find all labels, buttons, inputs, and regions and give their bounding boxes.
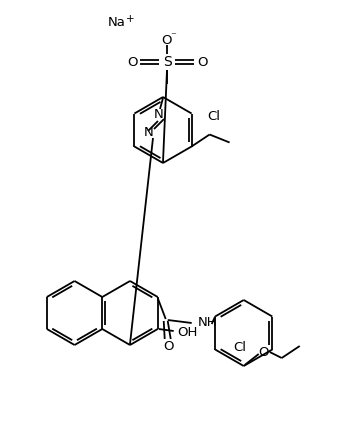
Text: N: N: [154, 109, 164, 122]
Text: Cl: Cl: [208, 110, 221, 123]
Text: NH: NH: [198, 317, 217, 330]
Text: S: S: [163, 55, 171, 69]
Text: ⁻: ⁻: [170, 31, 176, 41]
Text: O: O: [197, 55, 207, 68]
Text: O: O: [163, 340, 174, 353]
Text: O: O: [127, 55, 137, 68]
Text: Na: Na: [108, 16, 126, 29]
Text: Cl: Cl: [233, 341, 246, 354]
Text: OH: OH: [178, 326, 198, 339]
Text: O: O: [161, 33, 171, 46]
Text: N: N: [144, 126, 154, 139]
Text: +: +: [126, 14, 135, 24]
Text: O: O: [258, 346, 269, 359]
